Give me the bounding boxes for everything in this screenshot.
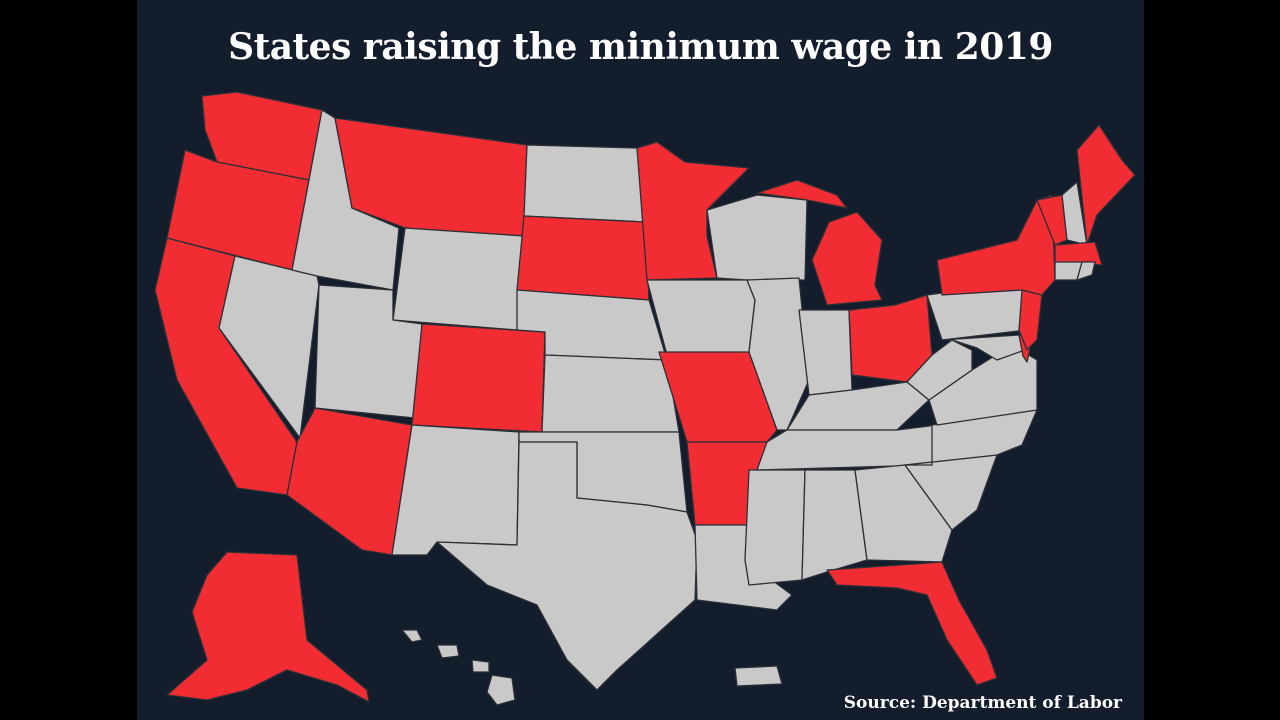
state-MA bbox=[1054, 241, 1103, 266]
state-HI-4 bbox=[486, 674, 516, 706]
state-WI bbox=[706, 194, 808, 281]
state-SD bbox=[516, 215, 650, 301]
state-HI bbox=[401, 629, 423, 643]
source-note: Source: Department of Labor bbox=[843, 693, 1122, 713]
map-title: States raising the minimum wage in 2019 bbox=[228, 26, 1053, 68]
state-MO bbox=[658, 351, 778, 443]
state-HI-3 bbox=[471, 659, 490, 673]
state-IN bbox=[798, 309, 853, 396]
state-NY bbox=[936, 194, 1056, 296]
state-WV bbox=[906, 339, 973, 401]
state-TN bbox=[756, 424, 938, 471]
state-CO bbox=[411, 323, 546, 433]
state-NM bbox=[391, 424, 520, 556]
state-MI-upper bbox=[756, 179, 848, 209]
state-MI bbox=[811, 211, 883, 306]
state-IL bbox=[746, 277, 810, 431]
state-ME bbox=[1076, 124, 1136, 246]
state-AK bbox=[166, 551, 370, 703]
state-IA bbox=[646, 279, 756, 356]
us-map bbox=[154, 91, 1136, 706]
state-AZ bbox=[286, 407, 413, 556]
state-MS bbox=[744, 469, 806, 586]
state-AL bbox=[801, 469, 868, 581]
state-WY bbox=[392, 227, 525, 331]
territory-PR bbox=[734, 665, 783, 687]
state-HI-2 bbox=[436, 644, 460, 659]
state-FL bbox=[826, 561, 998, 686]
state-GA bbox=[854, 464, 953, 563]
state-TX bbox=[436, 441, 698, 691]
state-RI bbox=[1076, 261, 1096, 281]
map-frame: States raising the minimum wage in 2019 bbox=[137, 0, 1144, 720]
state-ND bbox=[523, 144, 646, 223]
state-KS bbox=[541, 354, 680, 433]
